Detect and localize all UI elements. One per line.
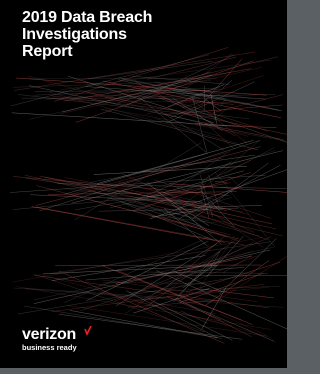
title-line: Investigations — [22, 26, 152, 43]
logo-check — [84, 326, 92, 336]
streak — [28, 76, 248, 136]
title-line: 2019 Data Breach — [22, 9, 152, 26]
streak — [67, 305, 266, 336]
streak — [61, 60, 271, 90]
streak — [101, 109, 259, 150]
brand: verizon — [22, 326, 77, 343]
streak — [176, 272, 222, 291]
streak — [159, 98, 287, 143]
logo: verizon business ready — [22, 326, 77, 352]
streak — [200, 236, 235, 287]
streak — [116, 243, 217, 306]
streak — [70, 310, 218, 337]
streak — [103, 282, 210, 283]
streak — [12, 113, 241, 126]
cover: 2019 Data Breach Investigations Report v… — [0, 0, 287, 368]
streak — [59, 67, 262, 114]
title: 2019 Data Breach Investigations Report — [22, 9, 152, 60]
streak — [52, 256, 206, 281]
streak — [202, 59, 242, 105]
streak — [65, 154, 206, 194]
page: {"cover": {"title_lines": ["2019 Data Br… — [0, 0, 293, 374]
streak — [195, 125, 276, 128]
streak — [165, 105, 283, 114]
title-line: Report — [22, 43, 152, 60]
streak — [86, 267, 244, 280]
streak — [206, 236, 243, 277]
streak — [122, 174, 254, 233]
streak — [88, 190, 259, 236]
streak — [223, 255, 251, 272]
check-mark — [85, 326, 91, 334]
streak — [199, 123, 284, 139]
streak — [173, 251, 219, 302]
streak — [76, 61, 254, 123]
streak — [173, 98, 223, 131]
streak — [30, 195, 202, 202]
streak — [88, 61, 213, 79]
streak — [71, 151, 282, 204]
streak — [66, 100, 247, 103]
streak — [16, 78, 267, 95]
tagline: business ready — [22, 343, 77, 352]
